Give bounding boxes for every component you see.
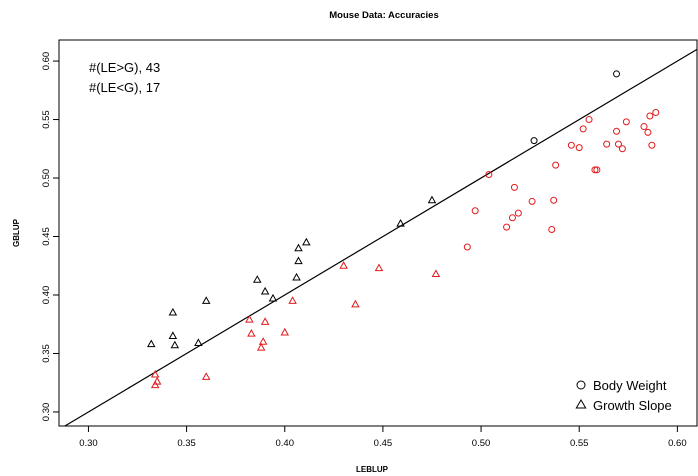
reference-line <box>64 48 698 427</box>
point-growth-slope <box>150 369 160 378</box>
reference-line-group <box>64 48 698 427</box>
point-body-weight <box>640 123 648 131</box>
point-body-weight <box>550 196 558 204</box>
annotation-le-greater-g: #(LE>G), 43 <box>89 60 160 75</box>
point-body-weight <box>648 141 656 149</box>
point-body-weight <box>644 128 652 136</box>
legend-label-growth-slope: Growth Slope <box>593 398 672 413</box>
point-body-weight <box>593 166 601 174</box>
x-tick-label: 0.55 <box>570 438 589 449</box>
point-growth-slope <box>260 317 270 325</box>
point-body-weight <box>552 161 560 169</box>
legend-triangle-icon <box>575 399 587 409</box>
point-body-weight <box>585 116 593 124</box>
legend-circle-icon <box>576 380 586 390</box>
point-growth-slope <box>292 272 301 281</box>
point-body-weight <box>514 209 522 217</box>
point-growth-slope <box>268 293 278 302</box>
x-axis-ticks: 0.30 0.35 0.40 0.45 0.50 0.55 0.60 <box>79 426 687 449</box>
x-axis-label: LEBLUP <box>356 465 389 474</box>
data-points <box>146 70 660 389</box>
point-growth-slope <box>152 376 162 385</box>
point-body-weight <box>646 112 654 120</box>
point-growth-slope <box>260 286 270 295</box>
point-growth-slope <box>396 219 405 227</box>
point-growth-slope <box>245 314 254 323</box>
y-tick-label: 0.50 <box>41 169 52 188</box>
point-growth-slope <box>427 195 437 204</box>
point-growth-slope <box>247 328 256 337</box>
point-growth-slope <box>168 307 178 316</box>
point-body-weight <box>567 141 575 149</box>
point-growth-slope <box>302 237 311 246</box>
point-body-weight <box>503 223 511 231</box>
point-body-weight <box>591 166 599 174</box>
point-body-weight <box>510 183 518 191</box>
point-body-weight <box>528 197 536 205</box>
point-growth-slope <box>146 339 156 348</box>
plot-frame <box>58 39 698 427</box>
point-growth-slope <box>288 296 297 304</box>
y-tick-label: 0.60 <box>41 52 52 71</box>
point-growth-slope <box>351 299 360 308</box>
point-growth-slope <box>201 372 211 380</box>
point-growth-slope <box>170 340 180 349</box>
point-growth-slope <box>256 343 266 351</box>
legend-label-body-weight: Body Weight <box>593 378 667 393</box>
x-tick-label: 0.50 <box>472 438 491 449</box>
point-growth-slope <box>201 296 211 304</box>
point-body-weight <box>613 70 621 78</box>
point-growth-slope <box>168 331 178 339</box>
point-body-weight <box>603 140 611 148</box>
point-body-weight <box>530 137 538 145</box>
point-body-weight <box>508 214 516 222</box>
point-body-weight <box>548 225 556 233</box>
point-growth-slope <box>294 243 303 252</box>
point-body-weight <box>485 171 493 179</box>
y-tick-label: 0.35 <box>41 344 52 363</box>
y-tick-label: 0.55 <box>41 110 52 129</box>
point-growth-slope <box>252 275 262 283</box>
point-body-weight <box>471 207 479 215</box>
point-growth-slope <box>294 256 303 265</box>
x-tick-label: 0.35 <box>177 438 196 449</box>
x-tick-label: 0.30 <box>79 438 98 449</box>
y-tick-label: 0.30 <box>41 403 52 422</box>
y-axis-ticks: 0.30 0.35 0.40 0.45 0.50 0.55 0.60 <box>41 52 59 421</box>
point-body-weight <box>614 140 622 148</box>
point-growth-slope <box>194 338 203 346</box>
point-growth-slope <box>280 327 290 336</box>
x-tick-label: 0.40 <box>276 438 295 449</box>
y-tick-label: 0.45 <box>41 227 52 246</box>
annotation-le-less-g: #(LE<G), 17 <box>89 80 160 95</box>
point-growth-slope <box>374 263 384 272</box>
chart-title: Mouse Data: Accuracies <box>329 10 438 21</box>
point-body-weight <box>652 109 660 117</box>
legend: Body Weight Growth Slope <box>575 378 672 413</box>
y-tick-label: 0.40 <box>41 286 52 305</box>
x-tick-label: 0.45 <box>374 438 393 449</box>
point-body-weight <box>613 127 621 135</box>
y-axis-label: GBLUP <box>12 218 21 247</box>
point-growth-slope <box>258 337 268 345</box>
x-tick-label: 0.60 <box>668 438 687 449</box>
point-body-weight <box>575 144 583 152</box>
point-body-weight <box>579 125 587 133</box>
point-growth-slope <box>431 269 441 277</box>
point-growth-slope <box>339 261 348 269</box>
point-body-weight <box>463 243 471 251</box>
point-body-weight <box>622 118 630 126</box>
point-body-weight <box>618 145 626 153</box>
